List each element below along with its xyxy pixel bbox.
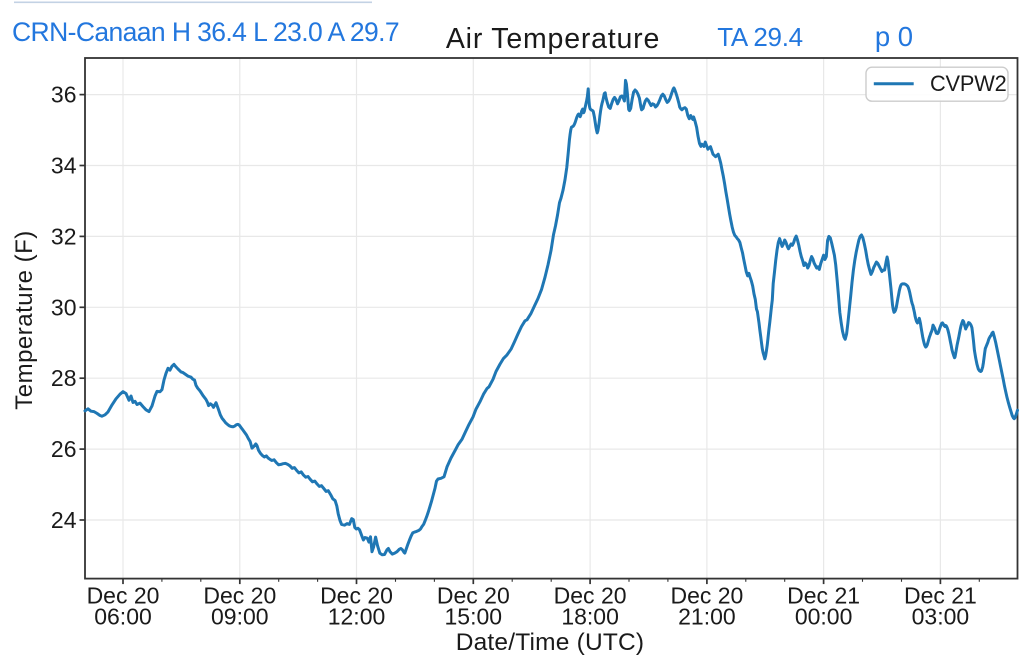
svg-text:00:00: 00:00 (795, 604, 853, 630)
svg-text:30: 30 (51, 294, 77, 320)
svg-text:15:00: 15:00 (445, 604, 503, 630)
svg-text:21:00: 21:00 (678, 604, 736, 630)
svg-text:Dec 20: Dec 20 (203, 583, 276, 609)
svg-text:03:00: 03:00 (912, 604, 970, 630)
svg-text:18:00: 18:00 (561, 604, 619, 630)
svg-text:34: 34 (51, 153, 77, 179)
svg-text:24: 24 (51, 507, 77, 533)
svg-text:Temperature (F): Temperature (F) (11, 230, 38, 410)
svg-text:Date/Time (UTC): Date/Time (UTC) (456, 629, 645, 656)
svg-text:Air Temperature: Air Temperature (446, 23, 660, 55)
svg-text:CRN-Canaan H 36.4 L 23.0 A 29.: CRN-Canaan H 36.4 L 23.0 A 29.7 (12, 17, 399, 47)
svg-text:36: 36 (51, 82, 77, 108)
svg-text:32: 32 (51, 223, 77, 249)
svg-text:28: 28 (51, 365, 77, 391)
svg-text:TA 29.4: TA 29.4 (717, 22, 803, 52)
svg-text:06:00: 06:00 (94, 604, 152, 630)
svg-text:Dec 21: Dec 21 (787, 583, 860, 609)
svg-text:CVPW2: CVPW2 (930, 71, 1007, 96)
svg-text:Dec 20: Dec 20 (670, 583, 743, 609)
svg-text:Dec 20: Dec 20 (437, 583, 510, 609)
svg-text:26: 26 (51, 436, 77, 462)
svg-text:Dec 21: Dec 21 (904, 583, 977, 609)
svg-text:12:00: 12:00 (328, 604, 386, 630)
svg-text:09:00: 09:00 (211, 604, 269, 630)
svg-text:Dec 20: Dec 20 (320, 583, 393, 609)
svg-text:p 0: p 0 (875, 21, 913, 52)
svg-text:Dec 20: Dec 20 (554, 583, 627, 609)
svg-text:Dec 20: Dec 20 (87, 583, 160, 609)
